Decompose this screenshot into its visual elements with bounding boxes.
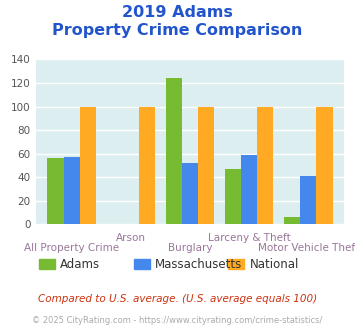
Text: All Property Crime: All Property Crime [24, 243, 119, 252]
Text: 2019 Adams: 2019 Adams [122, 5, 233, 20]
Bar [300, 176, 316, 224]
Bar [64, 157, 80, 224]
Bar [139, 107, 155, 224]
Text: Arson: Arson [116, 233, 146, 243]
Bar [284, 217, 300, 224]
Text: Massachusetts: Massachusetts [155, 257, 242, 271]
Bar [257, 107, 273, 224]
Bar [165, 78, 182, 224]
Bar [241, 155, 257, 224]
Text: Larceny & Theft: Larceny & Theft [208, 233, 290, 243]
Bar [225, 169, 241, 224]
Bar [182, 163, 198, 224]
Text: Adams: Adams [60, 257, 100, 271]
Text: © 2025 CityRating.com - https://www.cityrating.com/crime-statistics/: © 2025 CityRating.com - https://www.city… [32, 315, 323, 325]
Bar [47, 158, 64, 224]
Bar [198, 107, 214, 224]
Text: National: National [250, 257, 299, 271]
Bar [316, 107, 333, 224]
Text: Property Crime Comparison: Property Crime Comparison [52, 23, 303, 38]
Text: Burglary: Burglary [168, 243, 212, 252]
Bar [80, 107, 96, 224]
Text: Motor Vehicle Theft: Motor Vehicle Theft [258, 243, 355, 252]
Text: Compared to U.S. average. (U.S. average equals 100): Compared to U.S. average. (U.S. average … [38, 294, 317, 304]
